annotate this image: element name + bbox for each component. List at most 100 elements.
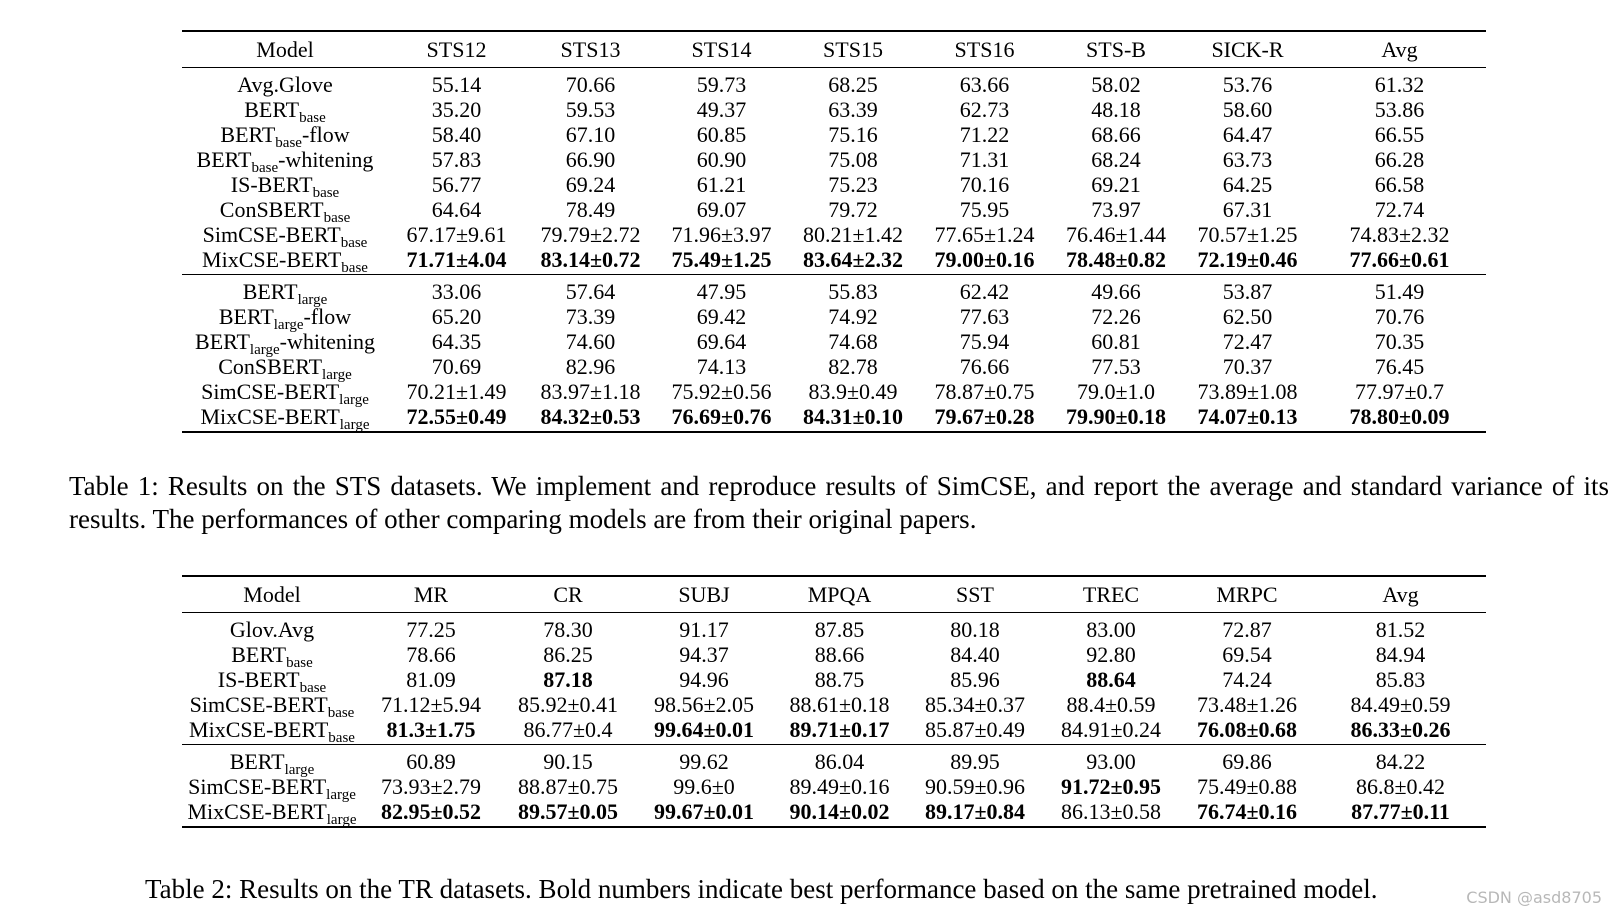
score-cell: 63.39: [828, 97, 878, 122]
score-cell: 75.49±1.25: [656, 247, 787, 275]
score-cell: 69.54: [1222, 642, 1272, 667]
score-cell: 73.89±1.08: [1197, 379, 1298, 404]
score-cell: 62.42: [959, 279, 1010, 304]
score-cell: 75.49±0.88: [1196, 774, 1298, 799]
model-name-cell: IS-BERTbase: [182, 667, 362, 696]
score-cell: 89.71±0.17: [772, 717, 907, 745]
score-cell: 76.66: [959, 354, 1010, 379]
score-cell: 81.3±1.75: [362, 717, 500, 745]
score-cell: 64.35: [431, 329, 482, 354]
score-cell: 64.25: [1222, 172, 1273, 197]
score-cell: 59.53: [565, 97, 616, 122]
score-cell: 70.35: [1374, 329, 1425, 354]
score-cell: 83.00: [1086, 617, 1136, 642]
score-cell: 78.49: [565, 197, 616, 222]
score-cell: 63.66: [959, 72, 1010, 97]
score-cell: 55.83: [828, 279, 878, 304]
score-cell: 51.49: [1374, 279, 1425, 304]
table-row: MixCSE-BERTbase 71.71±4.04 83.14±0.72 75.49…: [182, 247, 1486, 276]
score-cell: 70.76: [1374, 304, 1425, 329]
model-size-subscript: base: [340, 235, 368, 251]
score-cell: 66.58: [1374, 172, 1425, 197]
sts-results-table: Model STS12 STS13 STS14 STS15 STS16 STS-B SICK-…: [182, 30, 1486, 433]
score-cell: 88.64: [1086, 667, 1136, 692]
score-cell: 79.00±0.16: [919, 247, 1050, 275]
model-size-subscript: base: [299, 110, 326, 126]
score-cell: 62.50: [1222, 304, 1273, 329]
score-cell: 82.96: [565, 354, 616, 379]
score-cell: 69.86: [1222, 749, 1272, 774]
score-cell: 49.37: [696, 97, 747, 122]
score-cell: 33.06: [431, 279, 482, 304]
score-cell: 84.49±0.59: [1350, 692, 1451, 717]
score-cell: 64.64: [431, 197, 482, 222]
column-header: STS12: [388, 30, 525, 68]
model-name: BERT: [196, 147, 252, 172]
model-variant-suffix: -whitening: [279, 329, 375, 354]
score-cell: 84.22: [1375, 749, 1426, 774]
score-cell: 98.56±2.05: [653, 692, 755, 717]
model-name: BERT: [231, 642, 287, 667]
model-name: BERT: [220, 122, 276, 147]
score-cell: 79.0±1.0: [1076, 379, 1156, 404]
table-row: SimCSE-BERTlarge 73.93±2.79 88.87±0.75 99.6…: [182, 774, 1486, 803]
column-header: STS-B: [1050, 30, 1182, 68]
score-cell: 72.55±0.49: [388, 404, 525, 433]
score-cell: 91.72±0.95: [1060, 774, 1162, 799]
score-cell: 74.24: [1222, 667, 1272, 692]
score-cell: 70.57±1.25: [1197, 222, 1298, 247]
model-size-subscript: base: [328, 730, 355, 746]
model-name: SimCSE-BERT: [202, 222, 341, 247]
table-row: BERTbase-whitening 57.83 66.90 60.90 75.08 71…: [182, 147, 1486, 176]
model-name: BERT: [244, 97, 300, 122]
column-header: STS14: [656, 30, 787, 68]
score-cell: 48.18: [1091, 97, 1141, 122]
score-cell: 85.87±0.49: [907, 717, 1043, 745]
model-size-subscript: large: [339, 392, 369, 408]
score-cell: 76.08±0.68: [1179, 717, 1315, 745]
score-cell: 68.66: [1091, 122, 1141, 147]
table-row: ConSBERTbase 64.64 78.49 69.07 79.72 75.95 73.…: [182, 197, 1486, 226]
model-name-cell: SimCSE-BERTlarge: [182, 774, 362, 803]
score-cell: 86.25: [543, 642, 593, 667]
model-name: BERT: [229, 749, 285, 774]
score-cell: 86.8±0.42: [1355, 774, 1446, 799]
score-cell: 86.77±0.4: [500, 717, 636, 745]
score-cell: 76.69±0.76: [656, 404, 787, 433]
column-header: TREC: [1043, 575, 1179, 613]
column-header: MRPC: [1179, 575, 1315, 613]
score-cell: 77.53: [1091, 354, 1141, 379]
model-name: Glov.Avg: [229, 617, 315, 642]
table-row: BERTlarge 60.89 90.15 99.62 86.04 89.95 93.00 6…: [182, 745, 1486, 778]
model-size-subscript: large: [297, 292, 328, 308]
score-cell: 77.25: [406, 617, 456, 642]
score-cell: 86.04: [814, 749, 865, 774]
score-cell: 71.71±4.04: [388, 247, 525, 275]
score-cell: 85.83: [1375, 667, 1426, 692]
score-cell: 57.83: [431, 147, 482, 172]
score-cell: 78.48±0.82: [1050, 247, 1182, 275]
score-cell: 71.31: [959, 147, 1010, 172]
score-cell: 89.95: [950, 749, 1000, 774]
score-cell: 90.15: [543, 749, 593, 774]
score-cell: 68.24: [1091, 147, 1141, 172]
score-cell: 85.92±0.41: [517, 692, 619, 717]
score-cell: 81.52: [1375, 617, 1426, 642]
score-cell: 69.21: [1091, 172, 1141, 197]
model-name: SimCSE-BERT: [188, 774, 327, 799]
score-cell: 75.95: [959, 197, 1010, 222]
model-size-subscript: large: [326, 812, 357, 828]
score-cell: 80.18: [950, 617, 1000, 642]
score-cell: 87.18: [543, 667, 593, 692]
model-name-cell: SimCSE-BERTbase: [182, 222, 388, 251]
score-cell: 60.89: [406, 749, 456, 774]
score-cell: 60.81: [1091, 329, 1141, 354]
score-cell: 68.25: [828, 72, 878, 97]
model-size-subscript: base: [323, 210, 351, 226]
score-cell: 70.66: [565, 72, 616, 97]
score-cell: 53.86: [1374, 97, 1425, 122]
model-variant-suffix: -whitening: [278, 147, 374, 172]
model-name: BERT: [242, 279, 298, 304]
table-row: BERTbase-flow 58.40 67.10 60.85 75.16 71.22 68…: [182, 122, 1486, 151]
score-cell: 69.07: [696, 197, 747, 222]
